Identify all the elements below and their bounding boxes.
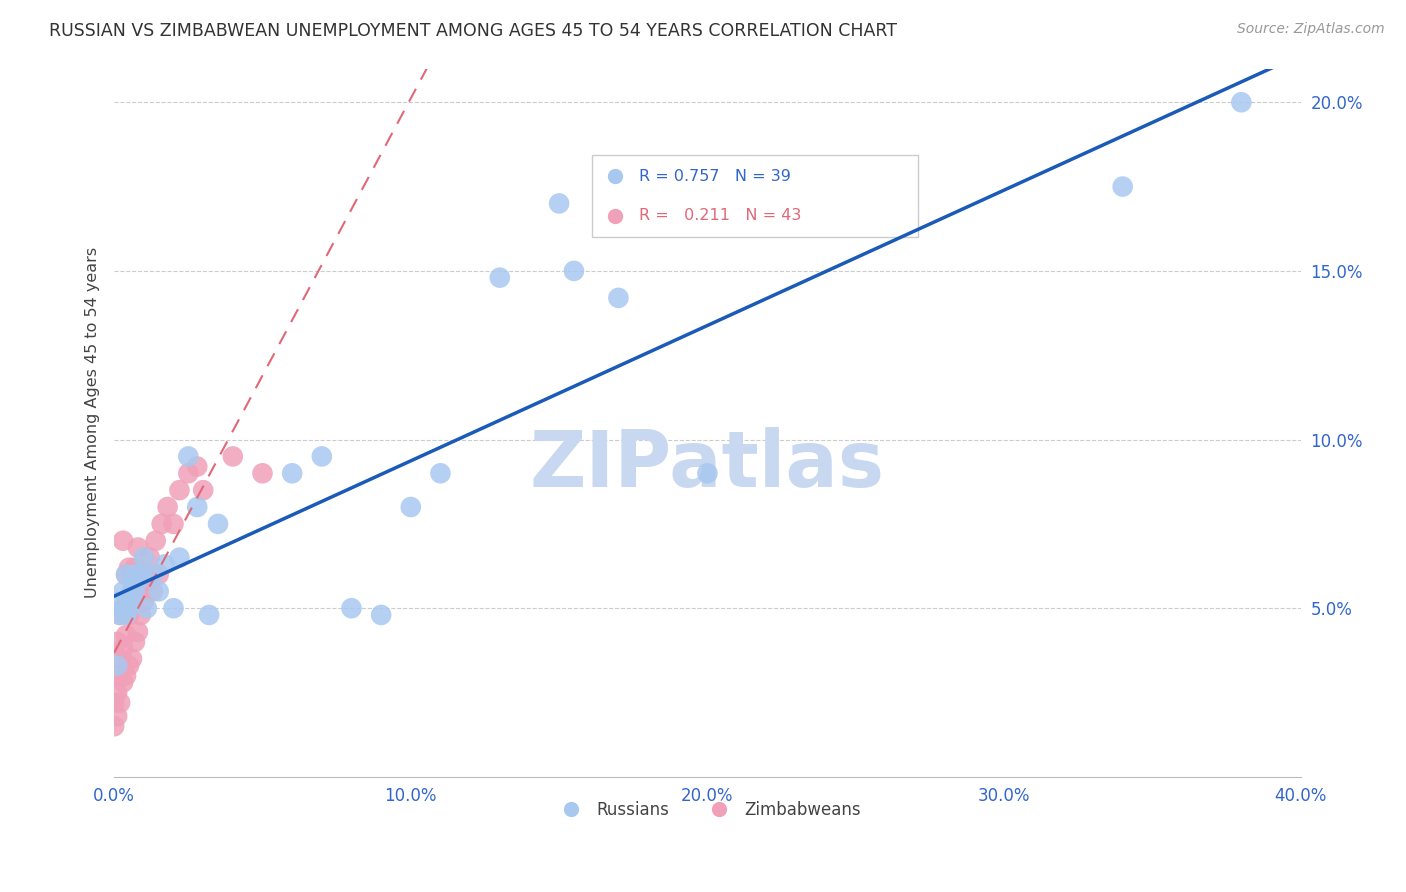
Point bbox=[105, 709, 128, 723]
Point bbox=[207, 516, 229, 531]
Point bbox=[105, 685, 128, 699]
Point bbox=[281, 467, 304, 481]
Point bbox=[118, 607, 141, 622]
Point bbox=[156, 500, 179, 514]
Point bbox=[696, 467, 718, 481]
Point bbox=[124, 635, 146, 649]
Point bbox=[186, 459, 208, 474]
Point bbox=[142, 567, 165, 582]
Point bbox=[311, 450, 333, 464]
Point bbox=[121, 574, 143, 589]
Point bbox=[112, 533, 135, 548]
Point bbox=[132, 594, 155, 608]
Point bbox=[108, 607, 131, 622]
Point bbox=[124, 560, 146, 574]
Point bbox=[399, 500, 422, 514]
Point bbox=[112, 641, 135, 656]
Point bbox=[112, 675, 135, 690]
Point bbox=[105, 668, 128, 682]
Point bbox=[108, 652, 131, 666]
Point bbox=[118, 658, 141, 673]
Point bbox=[150, 516, 173, 531]
Point bbox=[105, 658, 128, 673]
Point bbox=[108, 607, 131, 622]
Point bbox=[139, 550, 162, 565]
Point bbox=[121, 652, 143, 666]
Y-axis label: Unemployment Among Ages 45 to 54 years: Unemployment Among Ages 45 to 54 years bbox=[86, 247, 100, 599]
Point bbox=[193, 483, 215, 498]
Point bbox=[115, 628, 138, 642]
Point bbox=[127, 541, 149, 555]
Point bbox=[129, 607, 152, 622]
Point bbox=[1111, 179, 1133, 194]
Point bbox=[429, 467, 451, 481]
Point bbox=[118, 560, 141, 574]
Point bbox=[162, 601, 184, 615]
Point bbox=[607, 291, 630, 305]
Point bbox=[1230, 95, 1253, 110]
Point bbox=[121, 594, 143, 608]
Point bbox=[222, 450, 245, 464]
Point bbox=[103, 696, 125, 710]
Point bbox=[562, 264, 585, 278]
Point bbox=[548, 196, 571, 211]
Point bbox=[153, 558, 176, 572]
Point bbox=[115, 607, 138, 622]
Point bbox=[135, 601, 157, 615]
Point bbox=[118, 601, 141, 615]
Point bbox=[132, 567, 155, 582]
Point bbox=[127, 574, 149, 589]
Point bbox=[103, 719, 125, 733]
Point bbox=[340, 601, 363, 615]
Point bbox=[135, 574, 157, 589]
Point bbox=[105, 635, 128, 649]
Text: Source: ZipAtlas.com: Source: ZipAtlas.com bbox=[1237, 22, 1385, 37]
Point bbox=[169, 550, 191, 565]
Point bbox=[108, 594, 131, 608]
Point bbox=[142, 584, 165, 599]
Point bbox=[370, 607, 392, 622]
Point bbox=[169, 483, 191, 498]
Point bbox=[112, 601, 135, 615]
Point bbox=[252, 467, 274, 481]
Point bbox=[148, 567, 170, 582]
Point bbox=[198, 607, 221, 622]
Text: ZIPatlas: ZIPatlas bbox=[530, 427, 884, 503]
Point bbox=[115, 668, 138, 682]
Legend: Russians, Zimbabweans: Russians, Zimbabweans bbox=[548, 794, 868, 825]
Point bbox=[129, 567, 152, 582]
Point bbox=[127, 624, 149, 639]
Point bbox=[112, 584, 135, 599]
Point bbox=[186, 500, 208, 514]
Point bbox=[115, 567, 138, 582]
Point bbox=[124, 584, 146, 599]
Point bbox=[177, 450, 200, 464]
Point bbox=[488, 270, 510, 285]
Point bbox=[115, 567, 138, 582]
Point bbox=[148, 584, 170, 599]
Point bbox=[132, 550, 155, 565]
Point bbox=[108, 696, 131, 710]
Point bbox=[121, 584, 143, 599]
Point bbox=[124, 567, 146, 582]
Point bbox=[162, 516, 184, 531]
Point bbox=[127, 584, 149, 599]
Point bbox=[177, 467, 200, 481]
Point bbox=[145, 533, 167, 548]
Point bbox=[112, 601, 135, 615]
Text: RUSSIAN VS ZIMBABWEAN UNEMPLOYMENT AMONG AGES 45 TO 54 YEARS CORRELATION CHART: RUSSIAN VS ZIMBABWEAN UNEMPLOYMENT AMONG… bbox=[49, 22, 897, 40]
Point bbox=[118, 591, 141, 606]
